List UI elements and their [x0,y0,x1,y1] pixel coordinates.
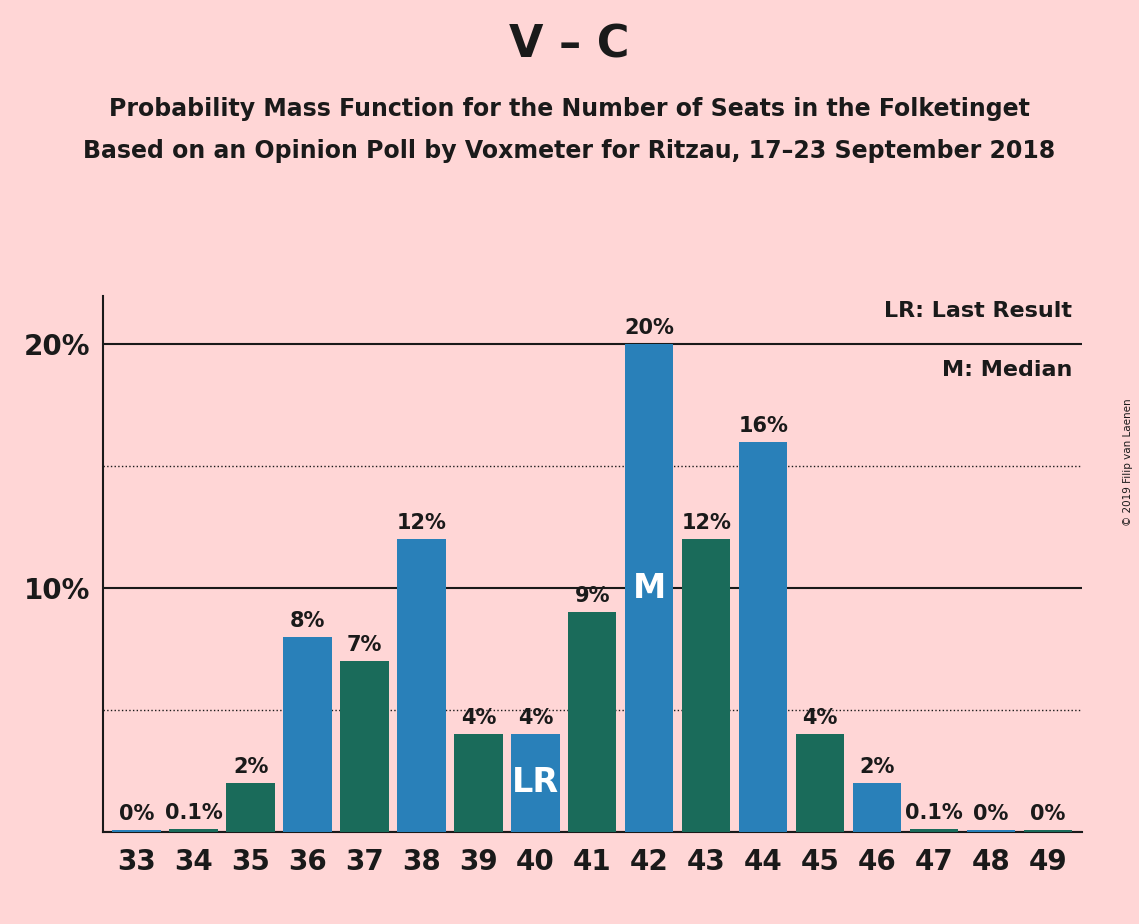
Text: 7%: 7% [346,635,383,655]
Text: 16%: 16% [738,416,788,436]
Bar [284,637,331,832]
Text: 2%: 2% [232,757,269,777]
Bar [227,783,274,832]
Bar [454,735,502,832]
Text: 4%: 4% [802,708,838,728]
Bar [113,831,161,832]
Text: Probability Mass Function for the Number of Seats in the Folketinget: Probability Mass Function for the Number… [109,97,1030,121]
Text: 0%: 0% [1030,804,1066,824]
Text: M: M [632,572,666,604]
Text: Based on an Opinion Poll by Voxmeter for Ritzau, 17–23 September 2018: Based on an Opinion Poll by Voxmeter for… [83,139,1056,163]
Text: 8%: 8% [289,611,326,630]
Bar [568,613,616,832]
Text: 12%: 12% [396,513,446,533]
Bar [625,345,673,832]
Text: M: Median: M: Median [942,360,1072,380]
Bar [341,661,388,832]
Text: © 2019 Filip van Laenen: © 2019 Filip van Laenen [1123,398,1133,526]
Bar [398,540,445,832]
Text: 4%: 4% [460,708,497,728]
Bar [853,783,901,832]
Bar [170,829,218,832]
Text: LR: LR [511,766,559,799]
Bar [967,831,1015,832]
Bar [682,540,730,832]
Text: 4%: 4% [517,708,554,728]
Bar [511,735,559,832]
Text: 2%: 2% [859,757,895,777]
Text: 9%: 9% [574,586,611,606]
Bar [796,735,844,832]
Text: 0%: 0% [118,804,155,824]
Text: 0.1%: 0.1% [906,803,962,823]
Text: 12%: 12% [681,513,731,533]
Text: 20%: 20% [624,318,674,338]
Bar [739,442,787,832]
Text: 0.1%: 0.1% [165,803,222,823]
Bar [910,829,958,832]
Text: LR: Last Result: LR: Last Result [884,301,1072,321]
Text: V – C: V – C [509,23,630,67]
Bar [1024,831,1072,832]
Text: 0%: 0% [973,804,1009,824]
